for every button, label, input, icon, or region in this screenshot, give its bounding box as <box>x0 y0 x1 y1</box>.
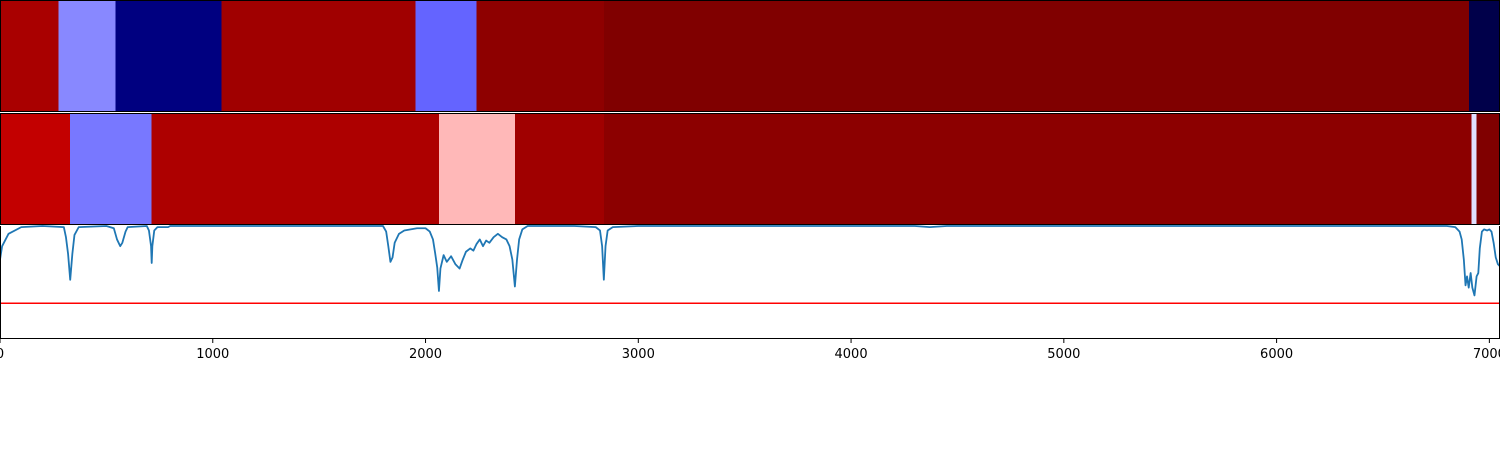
heatmap-cell <box>1471 113 1477 225</box>
heatmap-cell <box>603 0 1470 112</box>
heatmap-cell <box>438 113 515 225</box>
x-tick-label: 3000 <box>622 347 655 362</box>
heatmap-cell <box>514 113 604 225</box>
heatmap-cell <box>603 113 1472 225</box>
heatmap-cell <box>221 0 416 112</box>
heatmap-panel-1 <box>0 0 1500 112</box>
x-tick-label: 6000 <box>1260 347 1293 362</box>
x-axis: 0 1000 2000 3000 4000 5000 6000 7000 <box>0 338 1500 362</box>
x-tick-label: 2000 <box>409 347 442 362</box>
heatmap-cell <box>115 0 222 112</box>
heatmap-cell <box>415 0 477 112</box>
x-tick-label: 5000 <box>1047 347 1080 362</box>
heatmap-cell <box>58 0 116 112</box>
heatmap-cell <box>0 0 59 112</box>
x-tick-label: 7000 <box>1473 347 1500 362</box>
heatmap-cell <box>151 113 439 225</box>
heatmap-cell <box>0 113 71 225</box>
heatmap-cell <box>1476 113 1500 225</box>
heatmap-cell <box>476 0 604 112</box>
x-tick-label: 0 <box>0 347 4 362</box>
x-tick-label: 1000 <box>196 347 229 362</box>
line-panel <box>0 225 1500 339</box>
heatmap-cell <box>1469 0 1500 112</box>
series-line <box>0 225 1500 297</box>
x-tick-label: 4000 <box>835 347 868 362</box>
heatmap-panel-2 <box>0 113 1500 225</box>
heatmap-cell <box>70 113 152 225</box>
